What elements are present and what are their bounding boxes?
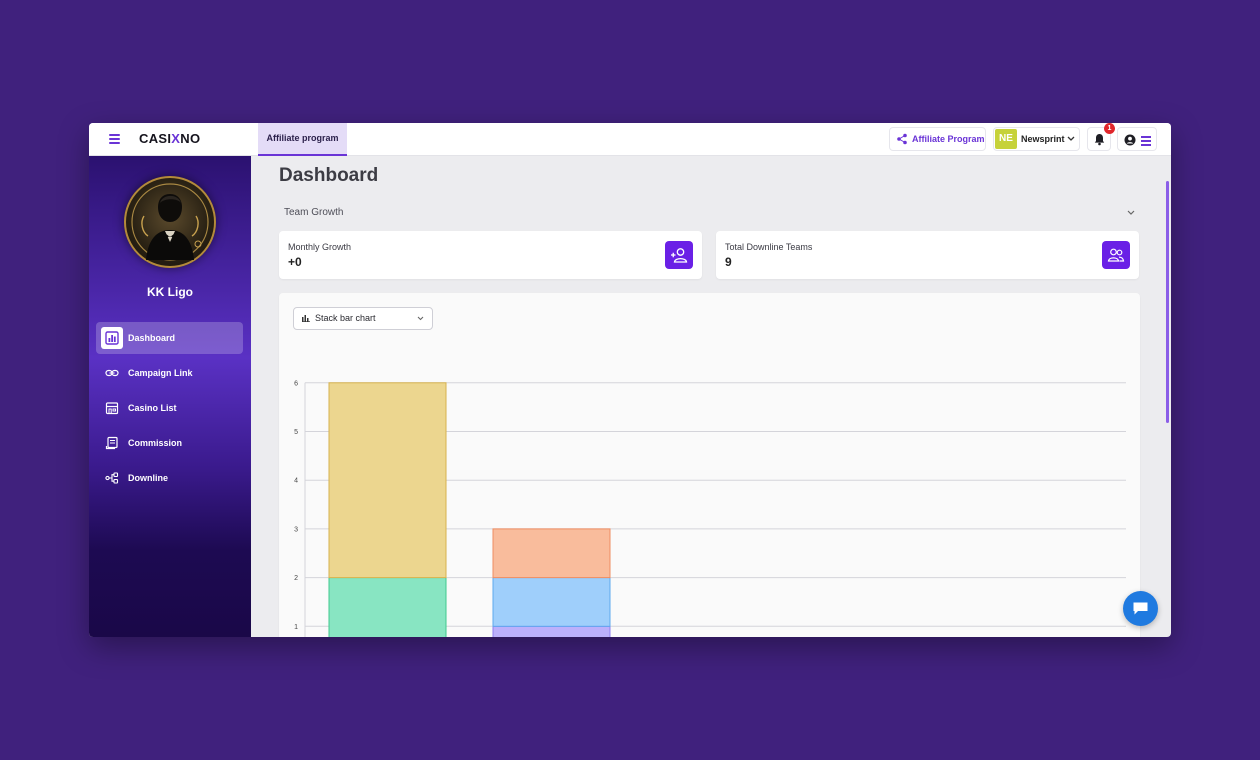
bar-segment[interactable] <box>328 382 447 579</box>
chat-icon <box>1133 602 1148 615</box>
hierarchy-icon <box>105 472 119 484</box>
stat-label: Total Downline Teams <box>725 242 813 252</box>
workspace-name: Newsprint <box>1021 134 1065 144</box>
y-tick-label: 5 <box>294 429 298 436</box>
sidebar-item-label: Downline <box>128 473 168 483</box>
chat-button[interactable] <box>1123 591 1158 626</box>
bar-segment[interactable] <box>492 577 611 627</box>
stat-card-total-downline-teams: Total Downline Teams 9 <box>716 231 1139 279</box>
main-content: Dashboard Team Growth Monthly Growth +0 … <box>251 156 1171 637</box>
stat-value: +0 <box>288 255 302 269</box>
sidebar-item-campaign-link[interactable]: Campaign Link <box>96 357 243 389</box>
user-menu-button[interactable] <box>1117 127 1157 151</box>
notification-badge: 1 <box>1104 123 1115 134</box>
sidebar: KK Ligo Dashboard Campaign Link C <box>89 156 251 637</box>
chevron-down-icon[interactable] <box>1127 210 1135 216</box>
add-user-icon <box>665 241 693 269</box>
workspace-selector[interactable]: NE Newsprint <box>993 127 1080 151</box>
sidebar-item-label: Dashboard <box>128 333 176 343</box>
user-name: KK Ligo <box>147 285 193 299</box>
menu-icon[interactable] <box>109 134 120 144</box>
sidebar-item-casino-list[interactable]: Casino List <box>96 392 243 424</box>
sidebar-item-downline[interactable]: Downline <box>96 462 243 494</box>
stat-label: Monthly Growth <box>288 242 352 252</box>
store-icon <box>105 402 119 415</box>
chart-card: Stack bar chart 1 2 3 4 5 6 <box>279 293 1140 637</box>
app-window: CASIXNO Affiliate program Affiliate Prog… <box>89 123 1171 637</box>
sidebar-item-dashboard[interactable]: Dashboard <box>96 322 243 354</box>
chart-type-label: Stack bar chart <box>315 313 376 323</box>
sidebar-item-label: Commission <box>128 438 183 448</box>
stat-value: 9 <box>725 255 732 269</box>
top-bar: CASIXNO Affiliate program Affiliate Prog… <box>89 123 1171 156</box>
scrollbar[interactable] <box>1166 181 1169 423</box>
bar-chart-icon <box>101 327 123 349</box>
y-tick-label: 2 <box>294 575 298 582</box>
team-icon <box>1102 241 1130 269</box>
chevron-down-icon <box>1067 136 1075 141</box>
sidebar-item-label: Casino List <box>128 403 177 413</box>
chart-type-select[interactable]: Stack bar chart <box>293 307 433 330</box>
bar-segment[interactable] <box>328 577 447 637</box>
avatar[interactable] <box>124 176 216 268</box>
affiliate-program-button[interactable]: Affiliate Program <box>889 127 986 151</box>
casixno-logo[interactable]: CASIXNO <box>139 131 201 146</box>
y-tick-label: 6 <box>294 380 298 387</box>
section-title: Team Growth <box>284 207 344 218</box>
y-tick-label: 3 <box>294 526 298 533</box>
bar-segment[interactable] <box>492 528 611 579</box>
share-icon <box>897 133 907 145</box>
stacked-bar-chart: 1 2 3 4 5 6 <box>294 380 1126 637</box>
sidebar-item-label: Campaign Link <box>128 368 193 378</box>
chevron-down-icon <box>417 316 424 321</box>
page-title: Dashboard <box>279 165 379 186</box>
receipt-icon <box>105 436 118 450</box>
bar-chart-icon <box>302 315 310 322</box>
y-tick-label: 1 <box>294 624 298 631</box>
tab-affiliate-program[interactable]: Affiliate program <box>258 123 347 156</box>
link-icon <box>105 369 119 377</box>
menu-lines-icon <box>1141 136 1151 148</box>
bell-icon <box>1094 134 1105 146</box>
notifications-button[interactable]: 1 <box>1087 123 1115 151</box>
affiliate-program-label: Affiliate Program <box>912 134 985 144</box>
bar-segment[interactable] <box>492 625 611 637</box>
sidebar-item-commission[interactable]: Commission <box>96 427 243 459</box>
stat-card-monthly-growth: Monthly Growth +0 <box>279 231 702 279</box>
y-tick-label: 4 <box>294 478 298 485</box>
workspace-badge: NE <box>995 129 1017 149</box>
user-circle-icon <box>1124 134 1136 146</box>
